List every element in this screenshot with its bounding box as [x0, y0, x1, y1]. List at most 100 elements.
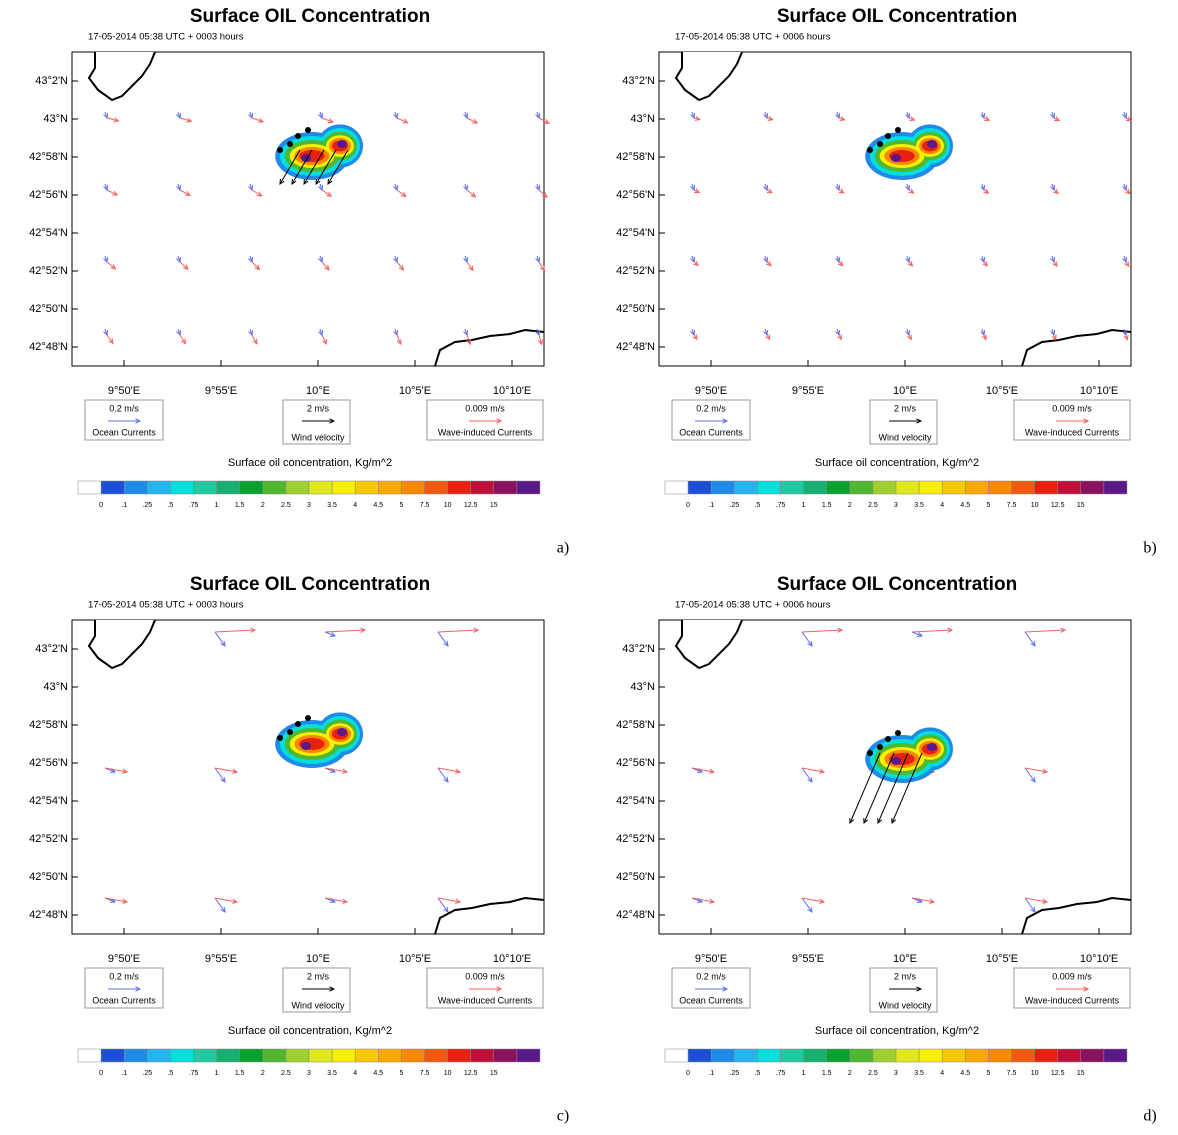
colorbar-cell — [378, 1048, 402, 1063]
y-tick-label: 42°50'N — [616, 303, 655, 315]
vector-head — [541, 192, 548, 198]
colorbar-cell — [100, 480, 125, 495]
legend-value: 0.2 m/s — [109, 403, 139, 413]
vector-head — [765, 334, 771, 341]
vector — [1024, 629, 1066, 633]
x-tick-label: 9°55'E — [205, 953, 237, 965]
colorbar-cell — [826, 480, 851, 495]
vector — [106, 334, 114, 344]
x-tick-label: 10°10'E — [1080, 385, 1118, 397]
vector-head — [252, 338, 258, 345]
y-tick-label: 43°N — [43, 113, 68, 125]
colorbar-cell — [354, 1048, 379, 1063]
colorbar-cell — [493, 1048, 518, 1063]
vector-head — [342, 768, 349, 774]
colorbar-label: 1 — [802, 1070, 806, 1077]
y-tick-label: 42°50'N — [616, 871, 655, 883]
vector — [321, 189, 332, 197]
vector — [437, 631, 449, 647]
vector — [801, 767, 813, 783]
vector — [801, 631, 813, 647]
legend-name: Wave-induced Currents — [1025, 427, 1120, 437]
colorbar-label: 1 — [215, 502, 219, 509]
legend-name: Wind velocity — [878, 1000, 932, 1010]
colorbar-label: 4 — [353, 1070, 357, 1077]
y-tick-label: 43°N — [630, 113, 655, 125]
y-tick-label: 42°48'N — [616, 909, 655, 921]
vector — [251, 261, 260, 270]
x-tick-label: 10°5'E — [986, 385, 1018, 397]
oil-core — [891, 154, 901, 162]
vector — [538, 117, 550, 124]
legend-name: Wind velocity — [291, 432, 345, 442]
oil-core — [301, 742, 311, 750]
panel-title: Surface OIL Concentration — [190, 574, 430, 595]
colorbar-cell — [239, 1048, 264, 1063]
vector-head — [232, 768, 239, 774]
x-tick-label: 10°10'E — [493, 953, 531, 965]
vector — [396, 189, 407, 197]
coastline — [1021, 896, 1132, 935]
vector — [538, 189, 548, 198]
colorbar-label: 0 — [99, 502, 103, 509]
colorbar-cell — [193, 480, 217, 495]
legend-name: Wave-induced Currents — [1025, 995, 1120, 1005]
colorbar-cell — [988, 480, 1012, 495]
vector — [179, 117, 192, 122]
colorbar-cell — [895, 480, 920, 495]
legend-box — [84, 399, 164, 441]
vector-head — [908, 188, 915, 194]
vector-head — [1030, 906, 1036, 913]
colorbar-cell — [308, 1048, 333, 1063]
vector — [437, 629, 479, 633]
vector — [321, 261, 330, 271]
colorbar-cell — [331, 1048, 356, 1063]
vector-head — [329, 418, 336, 424]
x-tick-label: 10°10'E — [493, 385, 531, 397]
y-tick-label: 42°50'N — [29, 303, 68, 315]
vector-head — [186, 117, 193, 123]
legend-name: Wave-induced Currents — [438, 995, 533, 1005]
vector — [691, 897, 715, 903]
colorbar-label: 5 — [986, 502, 990, 509]
legend-box — [869, 399, 938, 445]
vector — [214, 897, 238, 903]
colorbar-cell — [77, 1048, 102, 1063]
legend-value: 0.009 m/s — [465, 971, 505, 981]
legend-value: 0.2 m/s — [109, 971, 139, 981]
vector-head — [496, 418, 503, 424]
vector — [437, 897, 449, 913]
colorbar-cell — [941, 1048, 966, 1063]
vector-head — [807, 640, 813, 647]
vector-head — [838, 188, 845, 194]
legend-box — [869, 967, 938, 1013]
colorbar-cell — [516, 480, 541, 495]
colorbar-label: 2 — [261, 502, 265, 509]
panel-subtitle: 17-05-2014 05:38 UTC + 0003 hours — [88, 600, 244, 611]
oil-core — [337, 140, 347, 148]
vector — [466, 334, 471, 345]
colorbar-label: 4.5 — [373, 502, 383, 509]
particle — [895, 127, 901, 133]
vector-head — [863, 817, 869, 825]
colorbar-label: 3 — [894, 1070, 898, 1077]
vector-head — [1054, 116, 1061, 122]
vector — [327, 149, 349, 185]
particle — [277, 147, 283, 153]
colorbar-label: 5 — [399, 502, 403, 509]
map-frame — [71, 619, 545, 935]
vector-head — [1123, 334, 1129, 341]
vector-head — [709, 898, 716, 904]
colorbar-label: 10 — [444, 1070, 452, 1077]
colorbar-cell — [170, 480, 194, 495]
vector-head — [694, 188, 701, 194]
vector — [801, 629, 843, 633]
colorbar-label: .25 — [142, 502, 152, 509]
panel: Surface OIL Concentration 17-05-2014 05:3… — [616, 6, 1157, 557]
panel-label: c) — [557, 1108, 569, 1125]
colorbar-label: 4.5 — [960, 1070, 970, 1077]
colorbar-label: 7.5 — [420, 502, 430, 509]
y-tick-label: 42°52'N — [29, 265, 68, 277]
colorbar-label: 12.5 — [1051, 1070, 1065, 1077]
particle — [277, 735, 283, 741]
